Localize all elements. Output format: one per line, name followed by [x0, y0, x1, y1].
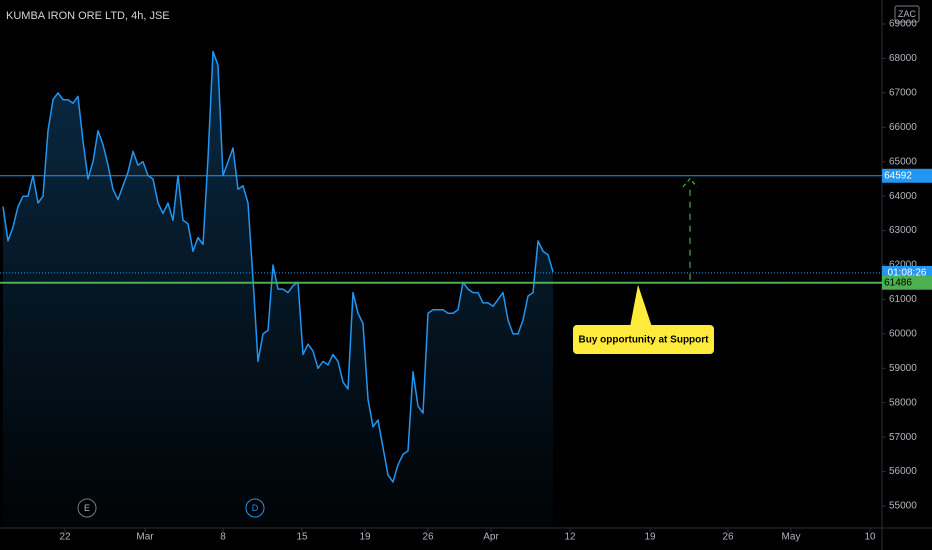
x-tick-label: Mar — [136, 532, 154, 543]
x-tick-label: May — [782, 532, 801, 543]
x-tick-label: 26 — [422, 532, 434, 543]
currency-badge[interactable] — [894, 5, 920, 23]
event-label: E — [84, 503, 90, 513]
y-tick-label: 57000 — [889, 432, 917, 443]
y-tick-label: 67000 — [889, 88, 917, 99]
level-badge-label: 64592 — [884, 170, 912, 181]
callout-text: Buy opportunity at Support — [579, 335, 710, 346]
y-tick-label: 66000 — [889, 122, 917, 133]
y-tick-label: 56000 — [889, 466, 917, 477]
level-badge-label: 61486 — [884, 277, 912, 288]
callout-pointer — [630, 284, 652, 327]
x-tick-label: 19 — [359, 532, 371, 543]
price-badge-label: 01:08:26 — [888, 268, 927, 279]
y-tick-label: 58000 — [889, 397, 917, 408]
y-tick-label: 63000 — [889, 225, 917, 236]
y-tick-label: 59000 — [889, 363, 917, 374]
y-tick-label: 55000 — [889, 501, 917, 512]
x-tick-label: 19 — [644, 532, 656, 543]
target-arrowhead — [682, 177, 698, 188]
x-tick-label: 8 — [220, 532, 226, 543]
callout-box — [573, 325, 714, 354]
chart-title: KUMBA IRON ORE LTD, 4h, JSE — [6, 10, 170, 22]
x-tick-label: Apr — [483, 532, 499, 543]
event-label: D — [252, 503, 259, 513]
level-badge — [882, 168, 932, 183]
x-tick-label: 12 — [564, 532, 576, 543]
currency-label: ZAC — [898, 9, 917, 19]
y-tick-label: 64000 — [889, 191, 917, 202]
x-tick-label: 26 — [722, 532, 734, 543]
y-tick-label: 60000 — [889, 329, 917, 340]
y-tick-label: 62000 — [889, 260, 917, 271]
y-tick-label: 68000 — [889, 53, 917, 64]
level-badge — [882, 275, 932, 290]
y-tick-label: 69000 — [889, 19, 917, 30]
x-tick-label: 15 — [296, 532, 308, 543]
x-tick-label: 10 — [864, 532, 876, 543]
y-tick-label: 61000 — [889, 294, 917, 305]
event-marker — [77, 498, 97, 518]
price-line — [2, 50, 554, 483]
x-tick-label: 22 — [59, 532, 71, 543]
y-tick-label: 65000 — [889, 156, 917, 167]
event-marker — [245, 498, 265, 518]
